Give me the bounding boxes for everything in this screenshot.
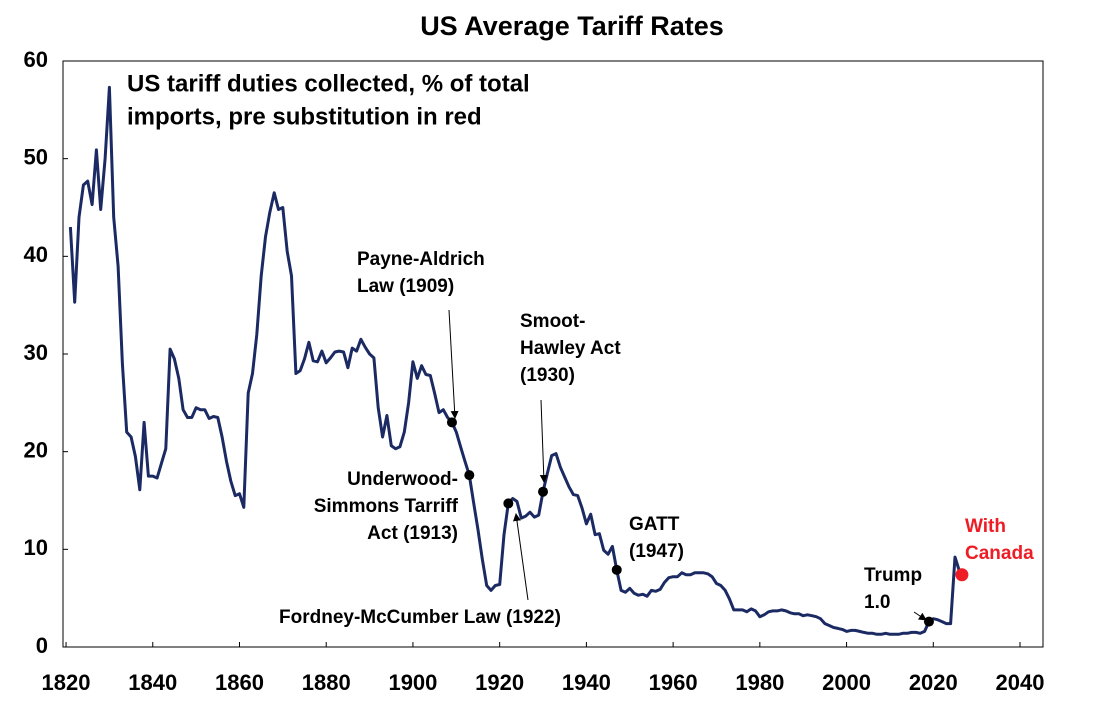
x-tick-label: 1960 [649, 670, 698, 695]
x-tick-label: 2000 [822, 670, 871, 695]
annotation-label: GATT [629, 514, 680, 535]
annotation-label: Fordney-McCumber Law (1922) [279, 607, 561, 628]
annotation-arrow [513, 513, 529, 601]
y-tick-label: 40 [24, 242, 48, 267]
annotation-label: Canada [965, 543, 1034, 564]
y-tick-label: 50 [24, 144, 48, 169]
annotation-point [464, 470, 475, 481]
annotation-label: With [965, 516, 1006, 537]
annotation-label: Law (1909) [357, 276, 454, 297]
annotation-label: Hawley Act [520, 338, 621, 359]
x-tick-label: 1820 [42, 670, 91, 695]
annotation-point [923, 616, 934, 627]
x-tick-label: 1920 [475, 670, 524, 695]
annotation-label: Smoot- [520, 311, 585, 332]
subtitle: US tariff duties collected, % of total [127, 70, 530, 97]
x-tick-label: 1900 [388, 670, 437, 695]
chart-title: US Average Tariff Rates [420, 11, 724, 41]
annotation-label: Act (1913) [367, 523, 458, 544]
x-tick-label: 1860 [215, 670, 264, 695]
x-tick-label: 1980 [735, 670, 784, 695]
annotation-label: (1947) [629, 541, 684, 562]
y-tick-label: 10 [24, 535, 48, 560]
line-series [68, 85, 961, 636]
annotation-point [611, 564, 622, 575]
x-tick-label: 1940 [562, 670, 611, 695]
annotation-arrow [539, 399, 548, 483]
annotation-arrow [913, 611, 927, 621]
annotation-label: Underwood- [347, 469, 458, 490]
annotation-label: (1930) [520, 365, 575, 386]
x-tick-label: 1840 [128, 670, 177, 695]
annotation-label: Payne-Aldrich [357, 249, 485, 270]
x-tick-label: 2020 [909, 670, 958, 695]
annotation-point [503, 498, 514, 509]
y-tick-label: 20 [24, 437, 48, 462]
y-tick-label: 0 [36, 633, 48, 658]
annotation-arrow [448, 309, 459, 419]
annotation-label: Trump [864, 565, 922, 586]
annotation-label: Simmons Tarriff [314, 496, 459, 517]
x-tick-label: 2040 [996, 670, 1045, 695]
annotation-point [955, 568, 969, 582]
annotation-label: 1.0 [864, 592, 890, 613]
y-tick-label: 30 [24, 340, 48, 365]
annotation-point [446, 417, 457, 428]
y-tick-label: 60 [24, 47, 48, 72]
x-tick-label: 1880 [302, 670, 351, 695]
subtitle: imports, pre substitution in red [127, 103, 482, 130]
annotation-point [538, 486, 549, 497]
